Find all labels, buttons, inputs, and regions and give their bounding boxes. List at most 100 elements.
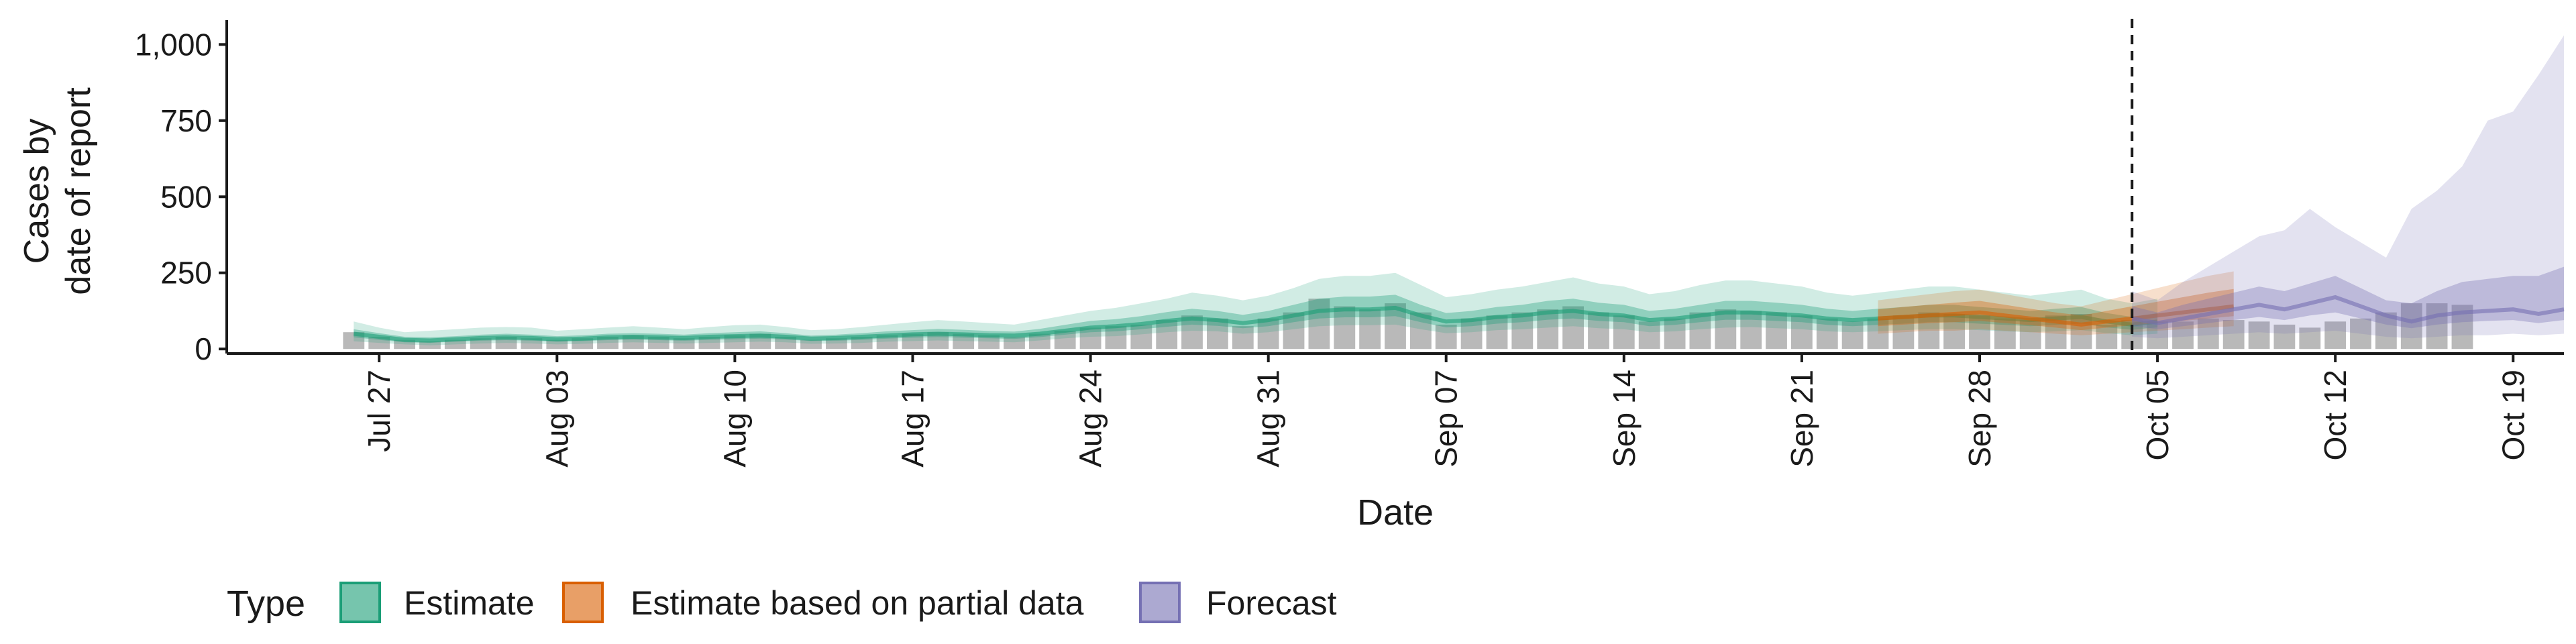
legend-swatch-partial [562,582,604,623]
observed-bar [1969,315,1990,350]
observed-bar [1054,331,1076,350]
observed-bar [495,337,517,350]
y-tick-label: 750 [160,103,212,138]
observed-bar [902,333,924,350]
x-ticks: Jul 27 Aug 03 Aug 10 Aug 17 Aug 24 Aug 31 Sep … [362,354,2530,468]
y-tick-label: 1,000 [135,27,212,62]
observed-bar [1943,314,1965,350]
observed-bar [1232,326,1254,350]
observed-bar [2019,320,2041,350]
observed-bar [1207,318,1228,350]
observed-bar [597,337,619,350]
observed-bar [1486,315,1508,350]
observed-bar [673,338,695,350]
series-bands [353,35,2565,345]
observed-bar [1359,309,1381,350]
y-tick-label: 250 [160,256,212,290]
legend-label-estimate: Estimate [404,584,535,622]
observed-bar [2273,324,2296,350]
x-tick-label: Aug 17 [896,370,930,468]
x-tick-label: Oct 05 [2140,370,2175,461]
observed-bar [1435,324,1457,350]
observed-bar [876,335,898,350]
observed-bar [698,337,720,350]
observed-bar [572,338,594,350]
observed-bar [1079,327,1102,350]
x-axis-title: Date [1357,492,1434,533]
observed-bar [2222,320,2245,350]
x-tick-label: Sep 21 [1784,370,1819,468]
observed-bar [2299,327,2321,350]
observed-bar [2172,321,2194,350]
x-tick-label: Aug 24 [1073,370,1108,468]
observed-bar [1257,318,1279,350]
x-tick-label: Sep 14 [1607,370,1642,468]
observed-bar [444,339,466,350]
x-tick-label: Aug 10 [717,370,752,468]
observed-bar [1638,321,1660,350]
observed-bar [1460,318,1483,350]
observed-bar [1791,315,1813,350]
observed-bar [470,338,492,350]
observed-bar [800,339,822,350]
observed-bar [2426,303,2448,350]
observed-bar [2350,318,2371,350]
legend: Type Estimate Estimate based on partial … [227,582,1337,624]
observed-bar [1156,320,1178,350]
observed-bar [1664,318,1686,350]
observed-bars [343,299,2473,350]
y-axis-title-line1: Cases by [17,119,56,264]
observed-bar [1689,312,1711,350]
observed-bar [1511,312,1534,350]
forecast-band-90 [2132,35,2564,339]
legend-swatch-forecast [1139,582,1181,623]
observed-bar [826,338,847,350]
observed-bar [2324,321,2347,350]
observed-bar [1334,306,1356,350]
observed-bar [1308,299,1330,350]
observed-bar [394,339,415,350]
observed-bar [1004,337,1025,350]
legend-title: Type [227,584,305,624]
observed-bar [419,341,441,350]
observed-bar [1841,321,1864,350]
observed-bar [2248,321,2270,350]
observed-bar [1994,318,2016,350]
observed-bar [851,337,873,350]
observed-bar [953,333,975,350]
legend-label-forecast: Forecast [1206,584,1337,622]
x-tick-label: Aug 31 [1251,370,1286,468]
x-tick-label: Oct 19 [2496,370,2530,461]
observed-bar [2147,321,2168,350]
forecast-median-line [2131,294,2565,325]
legend-label-partial: Estimate based on partial data [631,584,1084,622]
estimate-based-on-partial-data-median-line [1878,304,2235,327]
observed-bar [2096,324,2118,350]
observed-bar [1130,324,1152,350]
observed-bar [1867,318,1889,350]
estimate-median-line [353,305,2158,343]
x-tick-label: Jul 27 [362,370,396,452]
observed-bar [1613,315,1635,350]
observed-bar [1105,326,1127,350]
x-tick-label: Sep 28 [1962,370,1997,468]
observed-bar [978,335,1000,350]
observed-bar [647,337,669,350]
x-tick-label: Sep 07 [1429,370,1464,468]
observed-bar [1715,309,1737,350]
y-axis-title-line2: date of report [59,87,98,295]
observed-bar [1918,312,1940,350]
observed-bar [368,337,390,350]
y-ticks: 0 250 500 750 1,000 [135,27,227,366]
observed-bar [2400,303,2422,350]
y-tick-label: 500 [160,179,212,214]
observed-bar [1892,315,1915,350]
observed-bar [521,338,543,350]
observed-bar [2197,318,2219,350]
observed-bar [1816,318,1838,350]
observed-bar [1766,312,1787,350]
observed-bar [1588,312,1609,350]
observed-bar [775,337,796,350]
estimate-band-90 [354,272,2158,345]
